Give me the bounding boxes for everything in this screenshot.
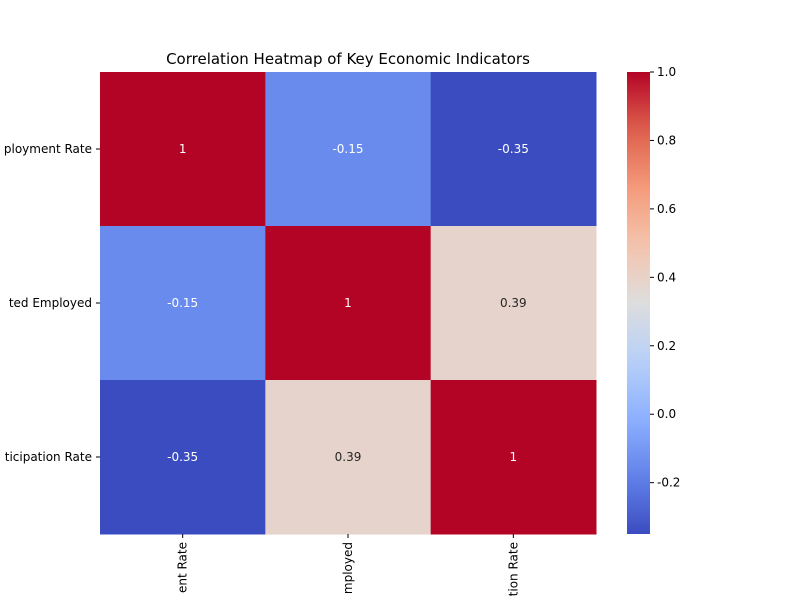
colorbar-tick-label: -0.2 [657, 476, 680, 490]
x-tick-label: tion Rate [506, 542, 520, 596]
colorbar-tick-label: 0.0 [657, 407, 676, 421]
chart-title: Correlation Heatmap of Key Economic Indi… [166, 50, 530, 68]
heatmap-cell-0-2 [430, 72, 597, 227]
cell-value-label: 1 [179, 142, 187, 156]
heatmap-cell-0-1 [265, 72, 432, 227]
colorbar-tick-label: 0.4 [657, 270, 676, 284]
colorbar-tick-label: 0.6 [657, 202, 676, 216]
cell-value-label: -0.15 [332, 142, 363, 156]
y-tick-label: ted Employed [9, 296, 92, 310]
heatmap-cell-0-0 [100, 72, 266, 227]
colorbar-tick-label: 0.8 [657, 133, 676, 147]
heatmap-cell-2-2 [430, 380, 597, 535]
y-tick-label: ployment Rate [4, 142, 92, 156]
colorbar-tick-label: 1.0 [657, 65, 676, 79]
heatmap-cell-2-1 [265, 380, 432, 535]
x-tick-label: mployed [341, 542, 355, 594]
cell-value-label: 1 [344, 296, 352, 310]
cell-value-label: 1 [510, 450, 518, 464]
cell-value-label: -0.35 [498, 142, 529, 156]
cell-value-label: 0.39 [500, 296, 527, 310]
cell-value-label: -0.15 [167, 296, 198, 310]
heatmap-cell-1-1 [265, 226, 432, 381]
x-tick-label: ent Rate [176, 542, 190, 593]
y-tick-label: ticipation Rate [5, 450, 92, 464]
heatmap-cell-2-0 [100, 380, 266, 535]
cell-value-label: 0.39 [335, 450, 362, 464]
heatmap-cell-1-0 [100, 226, 266, 381]
cell-value-label: -0.35 [167, 450, 198, 464]
colorbar-tick-label: 0.2 [657, 339, 676, 353]
heatmap-cell-1-2 [430, 226, 597, 381]
colorbar [627, 72, 650, 534]
